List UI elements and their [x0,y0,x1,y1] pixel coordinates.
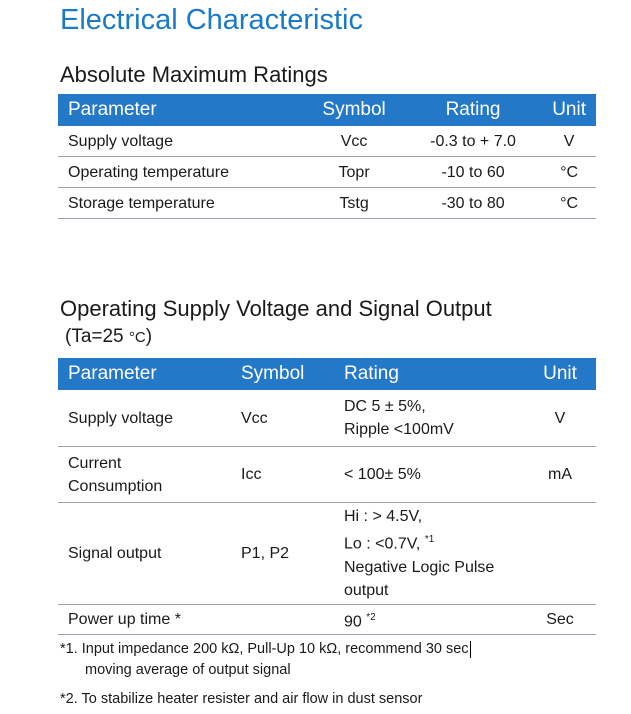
cell-rating: -0.3 to + 7.0 [403,126,543,157]
cell-parameter: Operating temperature [58,156,305,188]
footnote-ref: *1 [424,534,435,546]
cell-rating: DC 5 ± 5%, Ripple <100mV [334,390,524,447]
cell-symbol: Vcc [231,390,334,447]
rating-line: Lo : <0.7V, *1 [344,528,514,555]
condition-prefix: (Ta=25 [65,326,129,347]
footnote-1-line2: moving average of output signal [85,662,291,678]
absolute-max-ratings-table: Parameter Symbol Rating Unit Supply volt… [58,94,596,219]
header-symbol: Symbol [231,358,334,390]
cell-parameter: Power up time * [58,604,231,635]
cell-unit: °C [542,156,596,188]
cell-parameter: Current Consumption [58,446,231,503]
page-title: Electrical Characteristic [60,4,363,36]
parameter-line: Current [68,454,122,472]
rating-text: 90 [344,613,362,631]
rating-line: Negative Logic Pulse [344,558,495,576]
rating-text: Lo : <0.7V, [344,535,421,553]
cell-parameter: Signal output [58,502,231,605]
rating-line: Ripple <100mV [344,421,454,438]
cell-unit: V [542,126,596,157]
text-cursor [469,640,471,658]
cell-rating: -30 to 80 [403,187,543,219]
footnote-2: *2. To stabilize heater resister and air… [60,691,423,707]
table-header-row: Parameter Symbol Rating Unit [58,358,596,390]
cell-parameter: Supply voltage [58,390,231,447]
table-row: Signal output P1, P2 Hi : > 4.5V, Lo : <… [58,502,596,605]
header-parameter: Parameter [58,94,305,126]
rating-line: DC 5 ± 5%, [344,398,426,415]
header-parameter: Parameter [58,358,231,390]
table-row: Power up time * 90 *2 Sec [58,604,596,635]
cell-unit: V [524,390,596,447]
table-header-row: Parameter Symbol Rating Unit [58,94,596,126]
header-symbol: Symbol [304,94,404,126]
cell-unit: Sec [524,604,596,635]
parameter-line: Consumption [68,477,163,495]
section-heading-absolute-max: Absolute Maximum Ratings [60,62,328,87]
table-row: Operating temperature Topr -10 to 60 °C [58,156,596,188]
footnote-ref: *2 [366,611,376,623]
cell-parameter: Storage temperature [58,187,305,219]
cell-unit: °C [542,187,596,219]
header-rating: Rating [334,358,524,390]
cell-rating: Hi : > 4.5V, Lo : <0.7V, *1 Negative Log… [334,502,524,605]
table-row: Current Consumption Icc < 100± 5% mA [58,446,596,503]
footnote-1-line1: *1. Input impedance 200 kΩ, Pull-Up 10 k… [60,641,469,657]
cell-symbol: Icc [231,446,334,503]
rating-line: output [344,581,389,599]
condition-label: (Ta=25 °C) [65,326,152,348]
cell-parameter: Supply voltage [58,126,305,157]
table-row: Supply voltage Vcc DC 5 ± 5%, Ripple <10… [58,390,596,447]
condition-unit: °C [128,329,146,346]
header-unit: Unit [524,358,596,390]
footnote-1: *1. Input impedance 200 kΩ, Pull-Up 10 k… [60,639,471,681]
cell-symbol: Tstg [304,187,404,219]
cell-rating: 90 *2 [334,604,524,635]
cell-symbol: P1, P2 [231,502,334,605]
table-row: Supply voltage Vcc -0.3 to + 7.0 V [58,126,596,157]
condition-suffix: ) [145,326,153,347]
cell-rating: < 100± 5% [334,446,524,503]
table-row: Storage temperature Tstg -30 to 80 °C [58,187,596,219]
cell-unit: mA [524,446,596,503]
header-rating: Rating [403,94,543,126]
section-heading-operating: Operating Supply Voltage and Signal Outp… [60,296,492,321]
operating-supply-table: Parameter Symbol Rating Unit Supply volt… [58,358,596,635]
rating-line: Hi : > 4.5V, [344,508,423,526]
header-unit: Unit [542,94,596,126]
cell-symbol [231,604,334,635]
cell-unit [524,502,596,605]
cell-symbol: Topr [304,156,404,188]
cell-symbol: Vcc [304,126,404,157]
cell-rating: -10 to 60 [403,156,543,188]
